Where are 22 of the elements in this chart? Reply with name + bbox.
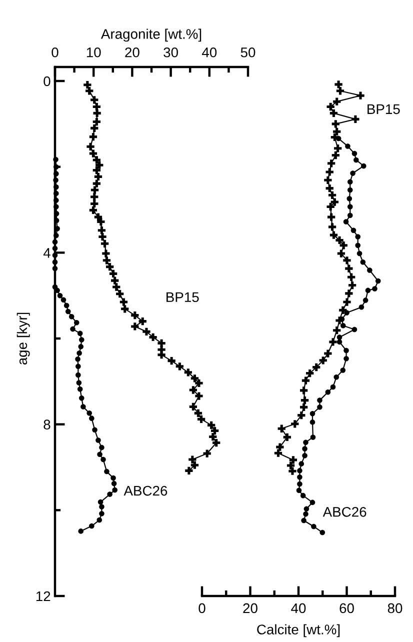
y-axis-title: age [kyr]: [16, 312, 30, 365]
x-tick-label: 10: [86, 47, 101, 58]
x-axis-title: Calcite [wt.%]: [257, 624, 340, 638]
x-tick-label: 40: [291, 603, 306, 614]
x-tick-label: 0: [52, 47, 58, 58]
y-tick-label: 4: [43, 248, 50, 258]
x-tick-label: 40: [202, 47, 217, 58]
series-label: ABC26: [124, 486, 168, 496]
x-tick-label: 80: [388, 603, 402, 614]
x-tick-label: 50: [240, 47, 256, 58]
y-tick-label: 8: [44, 420, 50, 430]
x-tick-label: 60: [340, 603, 354, 614]
x-tick-label: 20: [243, 603, 258, 614]
series-label: BP15: [166, 292, 199, 302]
series-label: ABC26: [322, 506, 366, 517]
x-tick-label: 30: [164, 47, 178, 58]
x-tick-label: 0: [198, 603, 206, 614]
x-axis-title: Aragonite [wt.%]: [100, 28, 202, 42]
y-tick-label: 12: [36, 591, 50, 602]
x-tick-label: 20: [125, 47, 140, 58]
series-label: BP15: [368, 104, 400, 114]
y-tick-label: 0: [44, 76, 50, 86]
